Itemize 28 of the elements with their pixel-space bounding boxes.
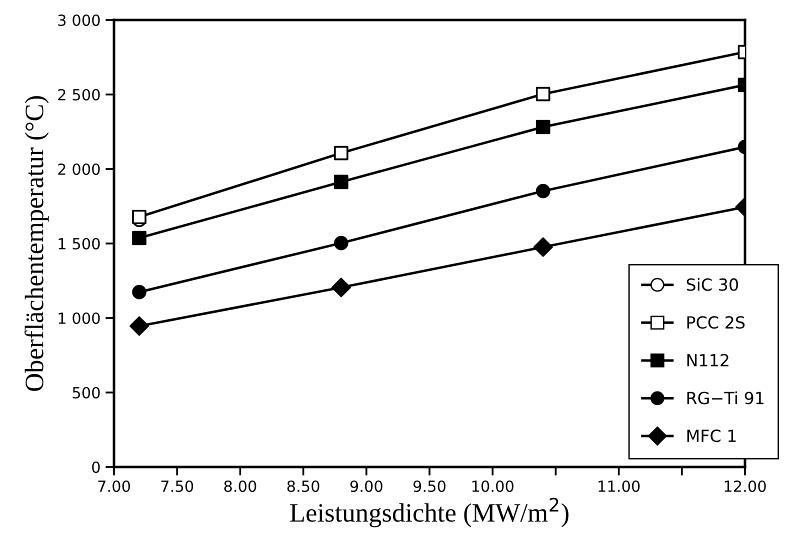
y-axis-title: Oberflächentemperatur (°C) <box>24 96 49 391</box>
point <box>331 278 351 298</box>
x-tick-label: 9.00 <box>350 480 382 492</box>
y-tick-label: 500 <box>72 386 100 399</box>
x-axis-title: Leistungsdichte (MW/m$^{2}$) <box>290 498 568 528</box>
legend-label: N112 <box>687 354 728 366</box>
y-tick-label: 1 000 <box>58 312 100 324</box>
x-tick-label: 11.00 <box>598 480 640 492</box>
y-tick-label: 1 500 <box>58 238 100 250</box>
x-tick-label: 7.50 <box>161 480 194 492</box>
x-tick-label: 10.00 <box>472 480 514 492</box>
y-tick-label: 3 000 <box>58 14 100 26</box>
legend-label: MFC 1 <box>687 429 736 442</box>
y-tick-label: 2 500 <box>58 88 100 101</box>
point <box>129 316 149 336</box>
x-tick-label: 9.50 <box>413 480 446 492</box>
point <box>132 230 146 246</box>
legend-label: PCC 2S <box>687 316 745 329</box>
x-tick-label: 8.00 <box>224 480 256 492</box>
point <box>334 174 348 190</box>
legend-label: SiC 30 <box>686 278 738 291</box>
point <box>334 146 348 160</box>
x-tick-label: 7.00 <box>98 480 130 492</box>
y-tick-label: 2 000 <box>58 163 100 176</box>
legend-label: RG−Ti 91 <box>687 391 764 404</box>
x-tick-label: 12.00 <box>724 480 766 492</box>
x-tick-label: 8.50 <box>287 480 320 492</box>
y-tick-label: 0 <box>92 461 100 474</box>
